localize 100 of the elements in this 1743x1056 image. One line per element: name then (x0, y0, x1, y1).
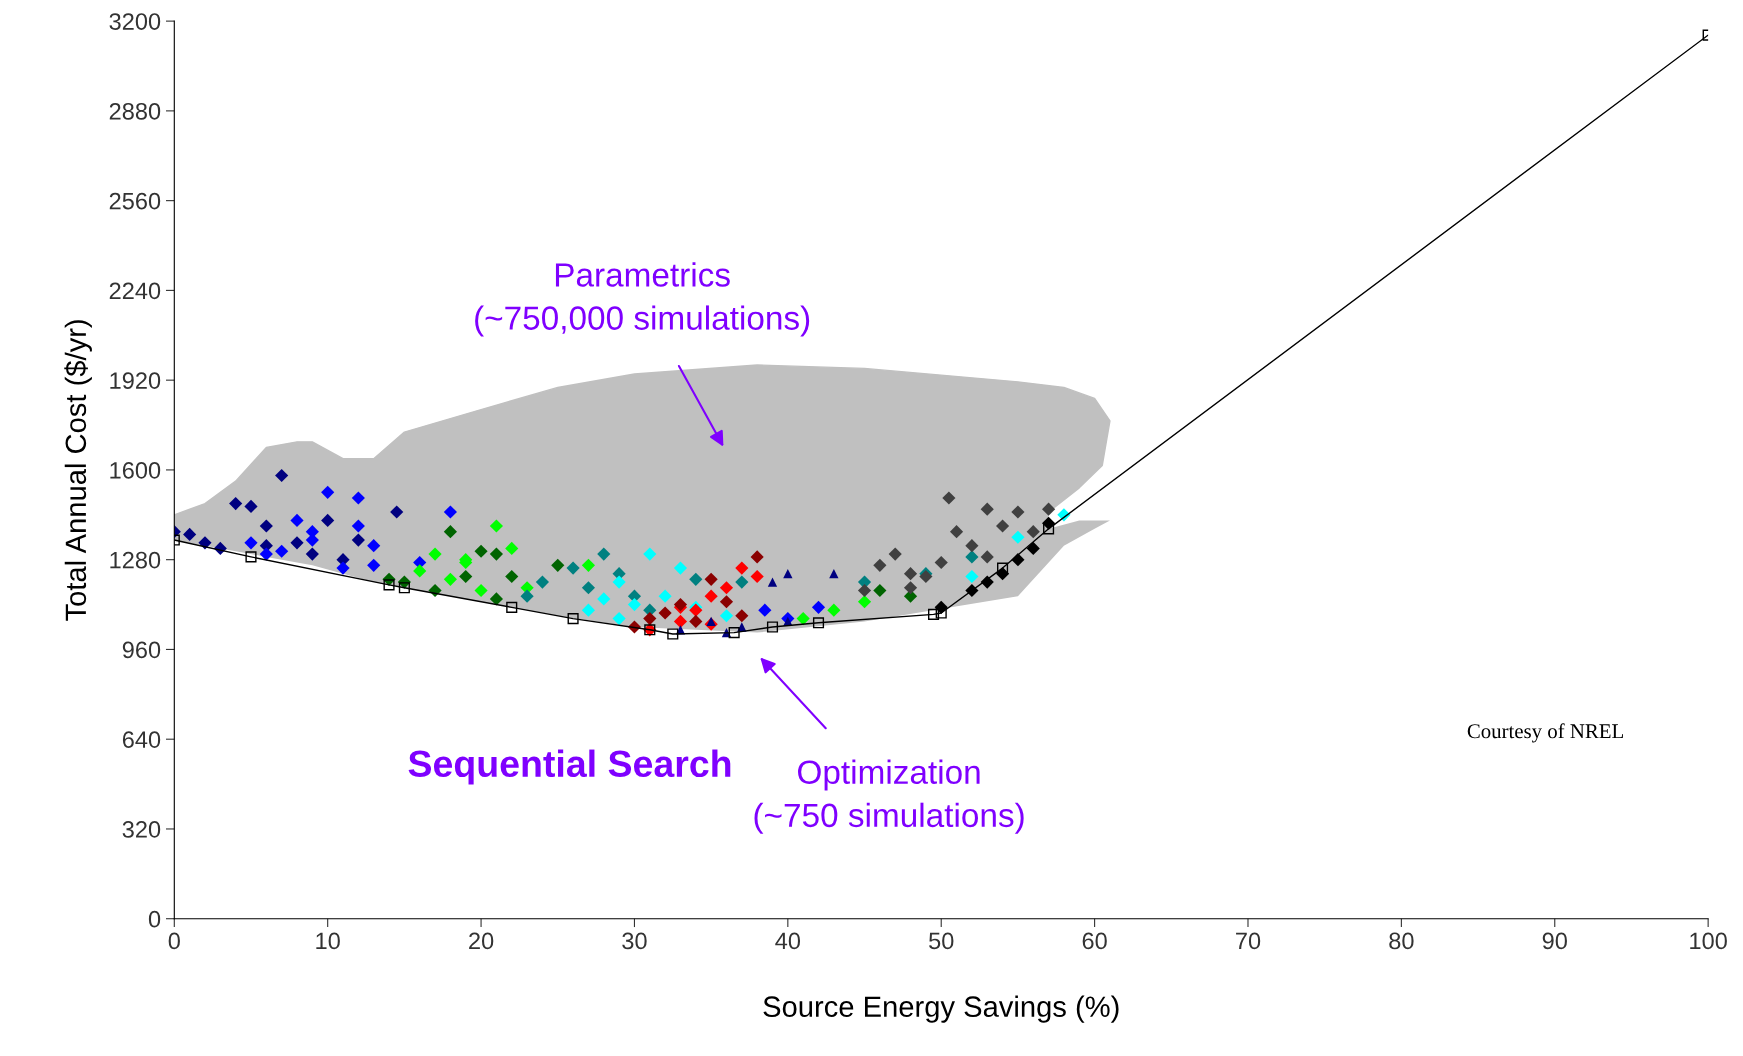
point (935, 607, 947, 619)
point (413, 564, 427, 578)
x-tick-label: 80 (1389, 932, 1414, 950)
point (383, 579, 395, 591)
annotation: Optimization (~750 simulations) (754, 759, 1024, 834)
point (489, 547, 503, 561)
point (597, 547, 611, 561)
point (706, 616, 716, 627)
point (643, 547, 657, 561)
point (336, 561, 350, 575)
point (673, 561, 688, 575)
point (489, 519, 503, 533)
x-tick-label: 10 (316, 932, 340, 950)
point (351, 491, 365, 505)
point (735, 561, 749, 575)
point (1042, 502, 1056, 516)
point (581, 603, 596, 617)
point (873, 583, 887, 598)
point (783, 569, 793, 579)
x-tick-label: 40 (775, 932, 801, 950)
y-tick-label: 1920 (110, 372, 161, 389)
annotation: Courtesy of NREL (1467, 723, 1623, 743)
point (980, 502, 994, 516)
point (321, 485, 335, 499)
point (965, 550, 979, 564)
point (367, 539, 381, 553)
point (505, 541, 519, 556)
point (259, 519, 273, 533)
point (965, 569, 979, 584)
y-tick-label: 1280 (110, 551, 161, 569)
point (965, 539, 979, 553)
point (888, 547, 902, 561)
point (1043, 523, 1055, 535)
y-tick-label: 960 (122, 641, 161, 659)
point (873, 558, 887, 572)
point (535, 575, 550, 589)
point (689, 572, 703, 586)
point (245, 551, 257, 563)
point (551, 558, 565, 572)
point (597, 592, 611, 606)
annotation: Parametrics (~750,000 simulations) (475, 262, 810, 337)
point (244, 499, 258, 513)
point (857, 595, 872, 609)
point (229, 496, 243, 511)
point (275, 544, 289, 558)
y-tick-label: 3200 (109, 13, 161, 30)
point (275, 468, 289, 483)
point (581, 581, 596, 595)
point (927, 608, 940, 620)
point (290, 536, 304, 550)
y-axis-title: Total Annual Cost ($/yr) (64, 320, 92, 621)
point (903, 567, 918, 581)
y-tick-label: 2560 (109, 192, 161, 210)
point (942, 491, 956, 505)
point (704, 572, 718, 586)
point (612, 612, 626, 626)
point (566, 561, 580, 575)
y-tick-label: 2240 (109, 282, 161, 300)
point (1026, 525, 1040, 539)
point (351, 533, 365, 547)
x-tick-label: 0 (168, 932, 180, 950)
point (827, 603, 841, 617)
point (949, 525, 964, 539)
point (244, 536, 258, 550)
point (719, 595, 734, 609)
point (980, 550, 994, 564)
x-tick-label: 50 (929, 932, 954, 950)
y-tick-label: 320 (122, 821, 161, 838)
point (719, 581, 734, 595)
point (305, 547, 319, 561)
point (811, 600, 826, 614)
x-axis-title: Source Energy Savings (%) (763, 995, 1119, 1023)
point (390, 505, 404, 519)
point (428, 583, 442, 598)
point (459, 569, 473, 584)
point (183, 527, 197, 542)
point (728, 627, 740, 639)
point (643, 612, 657, 626)
point (428, 547, 442, 561)
point (1011, 553, 1025, 567)
x-tick-label: 100 (1690, 932, 1727, 950)
point (658, 606, 672, 620)
point (627, 597, 642, 612)
point (829, 569, 839, 579)
point (735, 609, 749, 623)
point (658, 589, 672, 603)
point (667, 628, 679, 640)
point (1011, 530, 1025, 544)
point (351, 519, 365, 533)
point (812, 617, 825, 629)
point (489, 592, 503, 606)
point (857, 583, 872, 598)
annotation: Sequential Search (408, 749, 731, 785)
y-tick-label: 1600 (110, 461, 161, 479)
point (704, 589, 718, 603)
point (581, 558, 596, 572)
y-tick-label: 2880 (109, 102, 161, 120)
point (689, 614, 703, 628)
x-tick-label: 70 (1236, 932, 1261, 950)
point (506, 601, 518, 613)
